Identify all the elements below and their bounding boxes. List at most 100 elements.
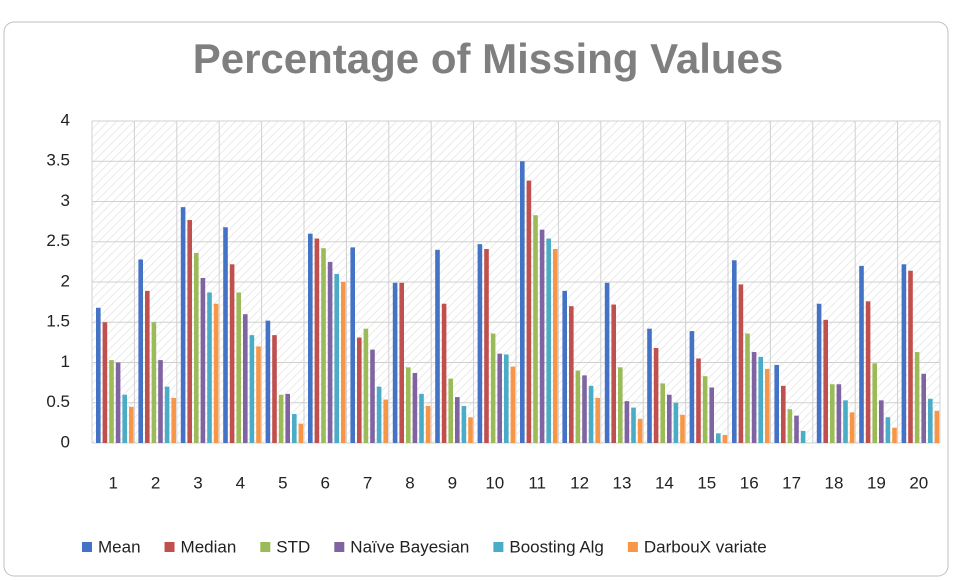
bar bbox=[278, 394, 284, 443]
bar bbox=[392, 282, 398, 443]
bar bbox=[751, 352, 757, 443]
bar bbox=[194, 253, 199, 443]
bar bbox=[497, 353, 502, 443]
bar bbox=[582, 375, 587, 443]
bar bbox=[823, 319, 828, 443]
x-tick-label: 14 bbox=[655, 473, 674, 492]
y-tick-label: 0.5 bbox=[46, 392, 70, 411]
bar bbox=[794, 415, 799, 443]
bar bbox=[435, 249, 440, 443]
bar bbox=[370, 349, 375, 443]
x-tick-label: 2 bbox=[151, 473, 160, 492]
y-tick-label: 2.5 bbox=[46, 231, 70, 250]
bar bbox=[200, 277, 206, 443]
bar bbox=[321, 248, 326, 443]
legend-swatch bbox=[164, 542, 175, 552]
bar bbox=[539, 229, 545, 443]
bar bbox=[164, 386, 170, 443]
bar bbox=[298, 423, 304, 443]
bar bbox=[122, 394, 127, 443]
bar bbox=[928, 398, 933, 443]
bar bbox=[689, 331, 695, 443]
bar bbox=[653, 348, 659, 443]
bar bbox=[816, 303, 822, 443]
bar bbox=[732, 260, 737, 443]
bar bbox=[243, 314, 248, 443]
bar bbox=[129, 406, 134, 443]
bar bbox=[553, 248, 558, 443]
bar bbox=[213, 303, 219, 443]
bar bbox=[709, 387, 714, 443]
bar bbox=[425, 405, 431, 443]
bar bbox=[588, 385, 594, 443]
x-tick-label: 3 bbox=[193, 473, 202, 492]
bar bbox=[510, 366, 516, 443]
bar bbox=[490, 333, 496, 443]
bar bbox=[885, 417, 891, 443]
bar bbox=[350, 247, 355, 443]
bar bbox=[575, 370, 581, 443]
bar bbox=[859, 265, 864, 443]
bar bbox=[334, 273, 339, 443]
bar bbox=[109, 360, 114, 443]
bar bbox=[272, 335, 277, 443]
bar bbox=[836, 384, 842, 443]
x-tick-label: 4 bbox=[236, 473, 245, 492]
bar bbox=[667, 394, 672, 443]
legend-swatch bbox=[260, 542, 271, 552]
bar bbox=[171, 397, 176, 443]
bar bbox=[187, 220, 192, 443]
bar bbox=[914, 352, 920, 443]
bar bbox=[934, 410, 940, 443]
bar bbox=[314, 238, 320, 443]
bar bbox=[546, 238, 551, 443]
y-tick-label: 0 bbox=[61, 432, 70, 451]
x-tick-label: 5 bbox=[278, 473, 287, 492]
bar bbox=[611, 304, 616, 443]
bar bbox=[526, 180, 532, 443]
chart-title: Percentage of Missing Values bbox=[193, 35, 784, 82]
x-tick-label: 9 bbox=[448, 473, 457, 492]
x-tick-label: 1 bbox=[108, 473, 117, 492]
bar bbox=[504, 354, 509, 443]
y-tick-label: 4 bbox=[61, 110, 70, 129]
bar bbox=[256, 346, 261, 443]
bar bbox=[363, 328, 369, 443]
bar bbox=[285, 393, 290, 443]
bar bbox=[115, 362, 121, 443]
bar bbox=[673, 402, 679, 443]
legend-swatch bbox=[493, 542, 504, 552]
x-tick-label: 15 bbox=[697, 473, 716, 492]
legend-swatch bbox=[82, 542, 92, 552]
bar bbox=[461, 405, 467, 443]
bar bbox=[745, 333, 750, 443]
bar bbox=[223, 227, 228, 443]
bar bbox=[604, 282, 610, 443]
bar bbox=[716, 433, 721, 443]
x-tick-label: 16 bbox=[740, 473, 759, 492]
bar bbox=[357, 337, 362, 443]
bar bbox=[921, 373, 926, 443]
bar bbox=[702, 376, 708, 443]
bar bbox=[892, 427, 897, 443]
bar bbox=[145, 290, 150, 443]
x-tick-label: 11 bbox=[528, 473, 546, 492]
bar bbox=[376, 386, 382, 443]
bar bbox=[865, 301, 871, 443]
bar bbox=[800, 430, 806, 443]
bar bbox=[102, 322, 108, 443]
bar bbox=[637, 418, 643, 443]
y-tick-label: 1 bbox=[61, 352, 70, 371]
x-tick-label: 6 bbox=[320, 473, 329, 492]
legend-label: DarbouX variate bbox=[644, 537, 767, 556]
bar bbox=[722, 434, 728, 443]
x-tick-label: 12 bbox=[570, 473, 589, 492]
y-tick-label: 3.5 bbox=[46, 151, 70, 170]
bar bbox=[680, 414, 685, 443]
bar bbox=[327, 261, 333, 443]
bar bbox=[477, 244, 483, 443]
bar bbox=[738, 284, 744, 443]
bar bbox=[341, 282, 346, 443]
bar bbox=[849, 412, 855, 443]
